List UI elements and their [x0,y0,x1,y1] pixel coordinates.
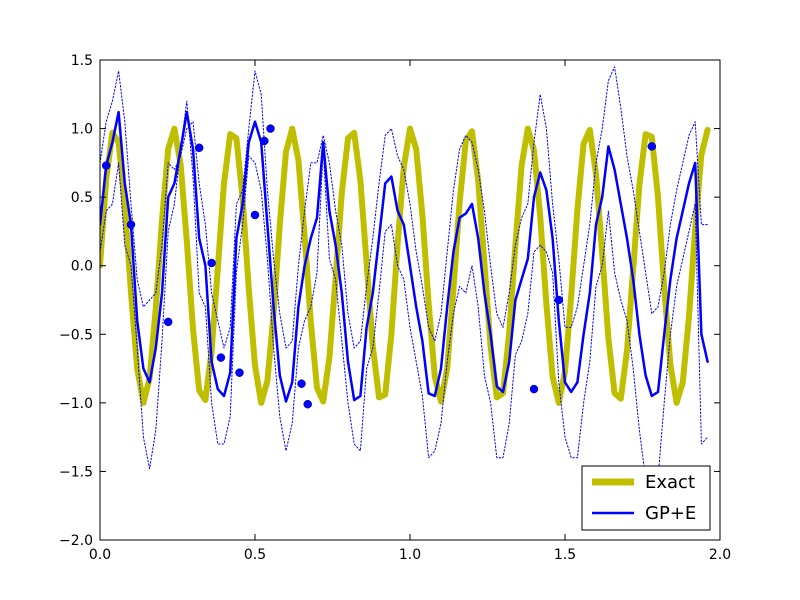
training-point [647,142,657,151]
exact-curve [100,125,711,406]
training-point [260,136,269,146]
y-tick-label: −2.0 [59,533,93,549]
y-tick-label: 0.0 [71,259,93,275]
training-point [303,399,312,409]
x-tick-label: 2.0 [709,547,731,563]
training-point [163,317,173,327]
legend-frame [581,465,711,531]
training-point [194,143,204,153]
legend-label-exact: Exact [645,472,695,493]
y-axis: −2.0 −1.5 −1.0 −0.5 0.0 0.5 1.0 1.5 [59,53,720,549]
legend: Exact GP+E [581,465,711,531]
y-tick-label: −0.5 [59,327,93,343]
x-tick-label: 1.5 [554,547,576,563]
training-point [529,384,539,394]
lower-band-curve [100,100,709,479]
x-tick-label: 0.5 [244,547,266,563]
y-tick-label: 0.5 [71,190,93,206]
training-point [235,368,244,377]
y-tick-label: −1.5 [59,464,93,480]
upper-band-curve [100,66,709,349]
x-tick-label: 1.0 [399,547,421,563]
training-point [250,210,260,220]
training-point [266,124,275,133]
training-point [126,220,136,229]
training-point [101,161,111,170]
x-tick-label: 0.0 [89,547,111,563]
training-point [297,379,306,388]
plot-area [100,66,711,479]
training-point [554,295,564,305]
y-tick-label: −1.0 [59,396,93,412]
gpe-curve [100,110,709,403]
x-axis: 0.0 0.5 1.0 1.5 2.0 [89,60,731,563]
training-point [216,353,226,362]
training-point [207,258,216,268]
legend-label-gpe: GP+E [645,503,696,524]
y-tick-label: 1.0 [71,122,93,138]
y-tick-label: 1.5 [71,53,93,69]
